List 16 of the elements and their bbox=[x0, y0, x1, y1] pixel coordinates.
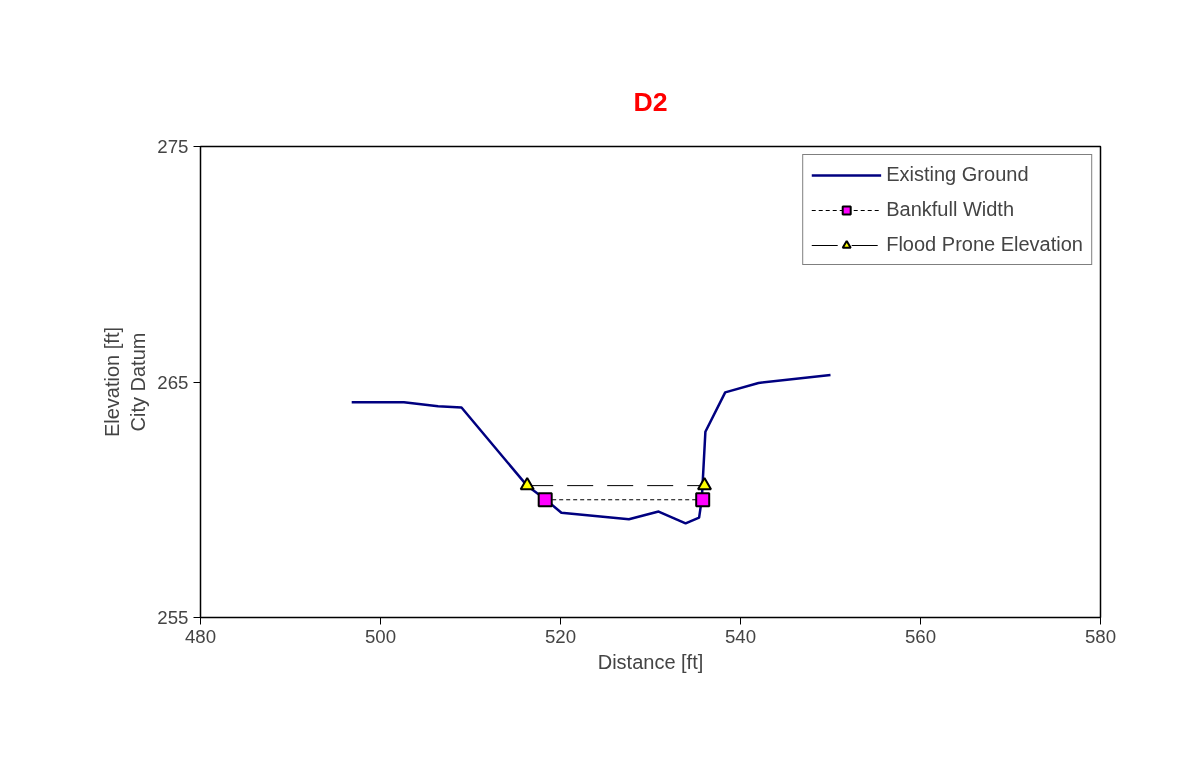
y-tick-label: 265 bbox=[157, 371, 189, 393]
legend-label: Existing Ground bbox=[886, 163, 1029, 186]
x-tick-label: 540 bbox=[724, 625, 757, 647]
legend-label: Bankfull Width bbox=[886, 198, 1015, 221]
legend-label: Flood Prone Elevation bbox=[886, 233, 1083, 256]
y-tick-label: 255 bbox=[157, 607, 189, 628]
x-tick-label: 480 bbox=[184, 625, 217, 647]
y-axis-title: Elevation [ft] City Datum bbox=[100, 326, 150, 438]
x-tick-label: 560 bbox=[904, 625, 937, 647]
x-tick-label: 500 bbox=[364, 625, 397, 647]
x-tick-label: 580 bbox=[1084, 625, 1117, 647]
line-series bbox=[350, 373, 832, 525]
chart-title: D2 bbox=[633, 86, 668, 117]
y-tick-label: 275 bbox=[157, 136, 189, 157]
x-tick-label: 520 bbox=[544, 625, 577, 647]
x-axis-title: Distance [ft] bbox=[597, 650, 704, 673]
